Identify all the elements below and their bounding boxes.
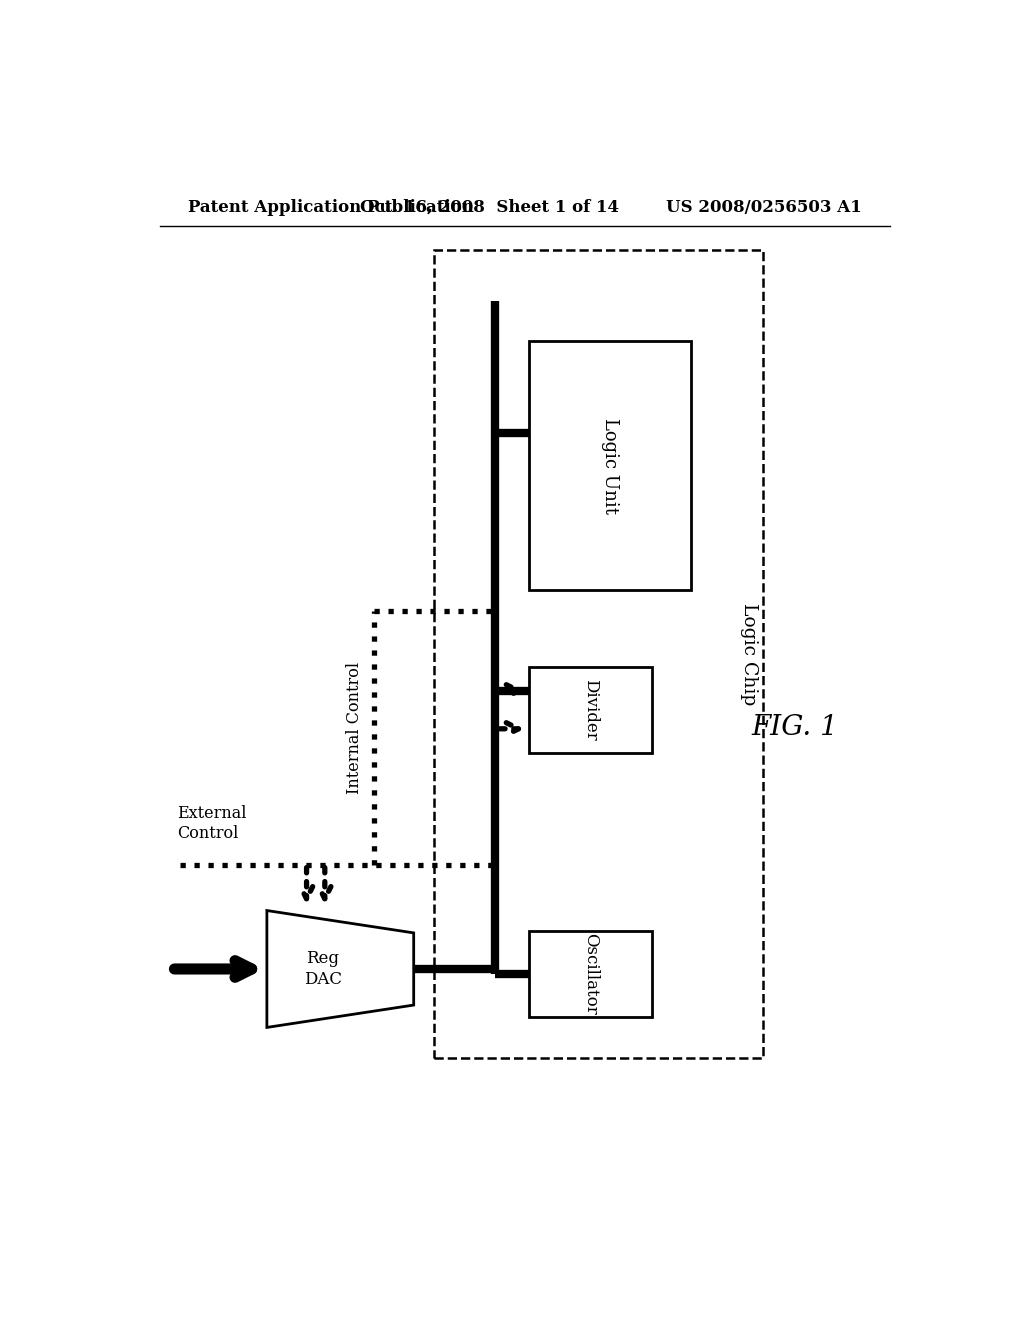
Bar [528, 342, 691, 590]
Text: Oct. 16, 2008  Sheet 1 of 14: Oct. 16, 2008 Sheet 1 of 14 [359, 199, 618, 215]
Text: Logic Unit: Logic Unit [601, 418, 620, 513]
Text: Logic Chip: Logic Chip [739, 603, 758, 705]
Text: External
Control: External Control [177, 804, 247, 842]
Bar [433, 249, 763, 1057]
Polygon shape [267, 911, 414, 1027]
Bar [528, 667, 652, 752]
Text: FIG. 1: FIG. 1 [752, 714, 838, 741]
Text: Patent Application Publication: Patent Application Publication [187, 199, 473, 215]
Bar [528, 931, 652, 1018]
Text: Internal Control: Internal Control [346, 661, 362, 793]
Text: US 2008/0256503 A1: US 2008/0256503 A1 [667, 199, 862, 215]
Text: Reg
DAC: Reg DAC [304, 950, 342, 987]
Text: Oscillator: Oscillator [582, 933, 599, 1015]
Text: Divider: Divider [582, 678, 599, 741]
